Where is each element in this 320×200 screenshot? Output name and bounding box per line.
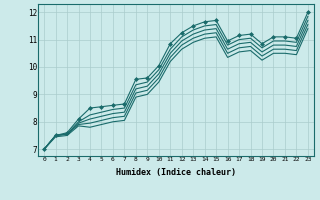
X-axis label: Humidex (Indice chaleur): Humidex (Indice chaleur) bbox=[116, 168, 236, 177]
